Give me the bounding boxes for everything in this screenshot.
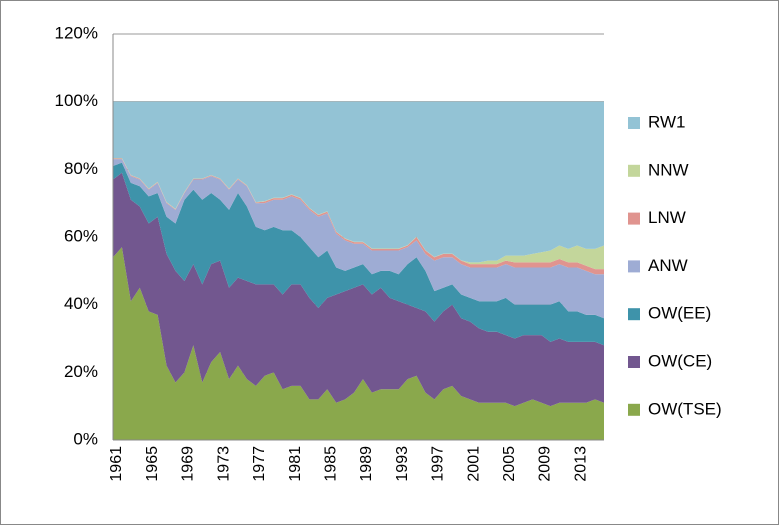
x-tick-label: 2009 bbox=[537, 446, 554, 482]
legend-swatch bbox=[628, 356, 640, 368]
legend-label: ANW bbox=[648, 256, 688, 275]
x-tick-label: 1981 bbox=[287, 446, 304, 482]
legend-label: LNW bbox=[648, 208, 686, 227]
x-tick-label: 1969 bbox=[180, 446, 197, 482]
area bbox=[113, 247, 604, 440]
x-tick-label: 1965 bbox=[144, 446, 161, 482]
legend-label: OW(EE) bbox=[648, 304, 711, 323]
x-tick-label: 1989 bbox=[358, 446, 375, 482]
legend-swatch bbox=[628, 403, 640, 416]
legend-swatch bbox=[628, 164, 640, 177]
y-tick-label: 120% bbox=[55, 23, 98, 42]
x-tick-label: 1973 bbox=[215, 446, 232, 482]
legend-swatch bbox=[628, 308, 640, 321]
area bbox=[113, 158, 604, 270]
x-tick-label: 2013 bbox=[572, 446, 589, 482]
x-tick-label: 1961 bbox=[108, 446, 125, 482]
x-tick-label: 1997 bbox=[430, 446, 447, 482]
y-tick-label: 100% bbox=[55, 91, 98, 110]
y-tick-label: 0% bbox=[73, 429, 98, 448]
area bbox=[113, 158, 604, 275]
legend-swatch bbox=[628, 260, 640, 273]
legend-swatch bbox=[628, 117, 640, 129]
area bbox=[113, 159, 604, 319]
x-tick-label: 1993 bbox=[394, 446, 411, 482]
x-tick-label: 1985 bbox=[322, 446, 339, 482]
y-tick-label: 60% bbox=[64, 226, 98, 245]
area bbox=[113, 172, 604, 407]
legend-swatch bbox=[628, 212, 640, 225]
legend-label: RW1 bbox=[648, 112, 685, 131]
legend-label: NNW bbox=[648, 160, 689, 179]
x-tick-label: 1977 bbox=[251, 446, 268, 482]
legend-label: OW(TSE) bbox=[648, 399, 722, 418]
y-tick-label: 80% bbox=[64, 159, 98, 178]
legend-label: OW(CE) bbox=[648, 351, 712, 370]
x-tick-label: 2005 bbox=[501, 446, 518, 482]
y-tick-label: 20% bbox=[64, 362, 98, 381]
y-tick-label: 40% bbox=[64, 294, 98, 313]
x-tick-label: 2001 bbox=[465, 446, 482, 482]
area bbox=[113, 101, 604, 263]
area bbox=[113, 162, 604, 346]
